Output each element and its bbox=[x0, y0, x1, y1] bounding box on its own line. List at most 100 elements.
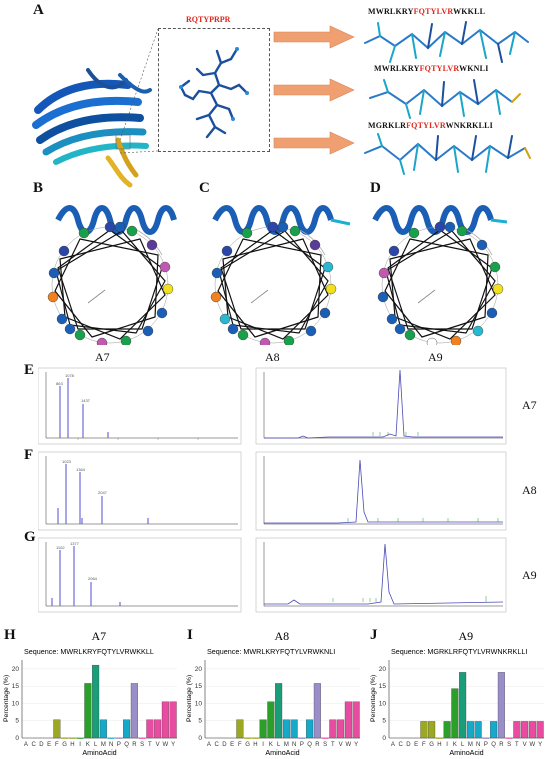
bar-V bbox=[337, 719, 345, 739]
y-tick-label: 10 bbox=[12, 700, 20, 707]
x-tick-label: K bbox=[269, 742, 273, 748]
bar-W bbox=[344, 701, 352, 739]
y-tick-label: 5 bbox=[15, 718, 19, 725]
x-tick-label: G bbox=[429, 742, 434, 748]
x-tick-label: Q bbox=[491, 742, 496, 748]
panel-label-j: J bbox=[370, 627, 378, 643]
x-tick-label: F bbox=[238, 742, 242, 748]
bar-W bbox=[528, 721, 536, 739]
x-tick-label: T bbox=[331, 742, 335, 748]
bar-M bbox=[466, 721, 474, 739]
bar-P bbox=[115, 738, 123, 739]
bar-G bbox=[61, 738, 68, 739]
bar-Q bbox=[123, 719, 131, 739]
x-tick-label: P bbox=[300, 742, 304, 748]
x-tick-label: D bbox=[406, 742, 411, 748]
bar-H bbox=[436, 738, 443, 739]
x-tick-label: C bbox=[398, 742, 403, 748]
x-tick-label: L bbox=[94, 742, 98, 748]
y-tick-label: 0 bbox=[198, 735, 202, 742]
caption-c: A8 bbox=[265, 350, 280, 364]
bar-G bbox=[428, 721, 436, 739]
bar-H bbox=[69, 738, 76, 739]
bar-K bbox=[267, 701, 275, 739]
bar-C bbox=[213, 738, 220, 739]
arrow-2 bbox=[273, 78, 355, 102]
peptide-stick-model bbox=[179, 47, 249, 139]
x-tick-label: W bbox=[530, 742, 536, 748]
x-tick-label: Q bbox=[307, 742, 312, 748]
arrow-3 bbox=[273, 131, 355, 155]
x-tick-label: M bbox=[101, 742, 106, 748]
x-tick-label: A bbox=[391, 742, 395, 748]
bar-R bbox=[497, 672, 505, 739]
x-tick-label: Y bbox=[354, 742, 358, 748]
arrow-1 bbox=[273, 25, 355, 49]
y-tick-label: 0 bbox=[15, 735, 19, 742]
bar-F bbox=[236, 719, 244, 739]
arrows bbox=[273, 25, 355, 155]
x-tick-label: P bbox=[117, 742, 121, 748]
x-tick-label: S bbox=[507, 742, 511, 748]
panel-label-c: C bbox=[199, 180, 210, 196]
x-tick-label: N bbox=[292, 742, 296, 748]
x-tick-label: G bbox=[62, 742, 67, 748]
y-tick-label: 15 bbox=[379, 683, 387, 690]
bar-chart-a9: A9 Sequence: MGRKLRFQTYLVRWNKRKLLI 0 5 10 15 2… bbox=[370, 630, 544, 757]
bar-N bbox=[107, 738, 115, 739]
x-tick-label: N bbox=[109, 742, 113, 748]
helical-wheel-c bbox=[210, 221, 337, 345]
panel-label-e: E bbox=[24, 362, 35, 378]
x-tick-label: T bbox=[148, 742, 152, 748]
x-tick-label: I bbox=[79, 742, 81, 748]
helix-ribbon-c bbox=[215, 208, 351, 232]
x-tick-label: R bbox=[499, 742, 504, 748]
svg-text:1078: 1078 bbox=[65, 373, 75, 378]
bar-Y bbox=[352, 701, 360, 739]
sequence-a7: MWRLKRYFQTYLVRWKKLL bbox=[368, 7, 486, 16]
bar-I bbox=[443, 721, 451, 739]
stick-model-a8 bbox=[369, 79, 521, 119]
chart-title: A8 bbox=[275, 630, 290, 643]
x-tick-label: Q bbox=[124, 742, 129, 748]
y-axis-label: Percentage (%) bbox=[3, 675, 10, 722]
x-tick-label: C bbox=[31, 742, 36, 748]
bar-N bbox=[290, 719, 298, 739]
y-tick-label: 10 bbox=[195, 700, 203, 707]
bar-R bbox=[313, 683, 321, 739]
bar-E bbox=[45, 738, 53, 739]
x-tick-label: P bbox=[484, 742, 488, 748]
x-tick-label: K bbox=[86, 742, 90, 748]
x-tick-label: D bbox=[222, 742, 227, 748]
x-tick-label: M bbox=[468, 742, 473, 748]
x-tick-label: W bbox=[346, 742, 352, 748]
trace-label-e: A7 bbox=[522, 398, 537, 412]
x-tick-label: E bbox=[230, 742, 234, 748]
sequence-a9: MGRKLRFQTYLVRWNKRKLLI bbox=[368, 121, 493, 130]
panel-label-i: I bbox=[187, 627, 193, 643]
y-tick-label: 15 bbox=[195, 683, 203, 690]
bar-N bbox=[474, 721, 482, 739]
zoom-peptide-label: RQTYPRPR bbox=[186, 15, 231, 24]
hplc-trace-a7 bbox=[255, 367, 507, 445]
caption-b: A7 bbox=[95, 350, 110, 364]
bar-C bbox=[397, 738, 404, 739]
x-tick-label: C bbox=[214, 742, 219, 748]
bar-T bbox=[513, 721, 521, 739]
bar-F bbox=[53, 719, 61, 739]
bar-D bbox=[221, 738, 228, 739]
helical-wheels bbox=[47, 190, 508, 345]
y-tick-label: 5 bbox=[198, 718, 202, 725]
bar-D bbox=[405, 738, 412, 739]
x-tick-label: H bbox=[70, 742, 74, 748]
ms-spectrum-a8: 1023 1364 2047 bbox=[38, 451, 242, 531]
x-tick-label: H bbox=[437, 742, 441, 748]
zoom-connector-lines bbox=[120, 28, 159, 154]
helical-wheel-d bbox=[377, 221, 504, 345]
x-tick-label: F bbox=[55, 742, 59, 748]
bar-M bbox=[282, 719, 290, 739]
bar-D bbox=[38, 738, 45, 739]
